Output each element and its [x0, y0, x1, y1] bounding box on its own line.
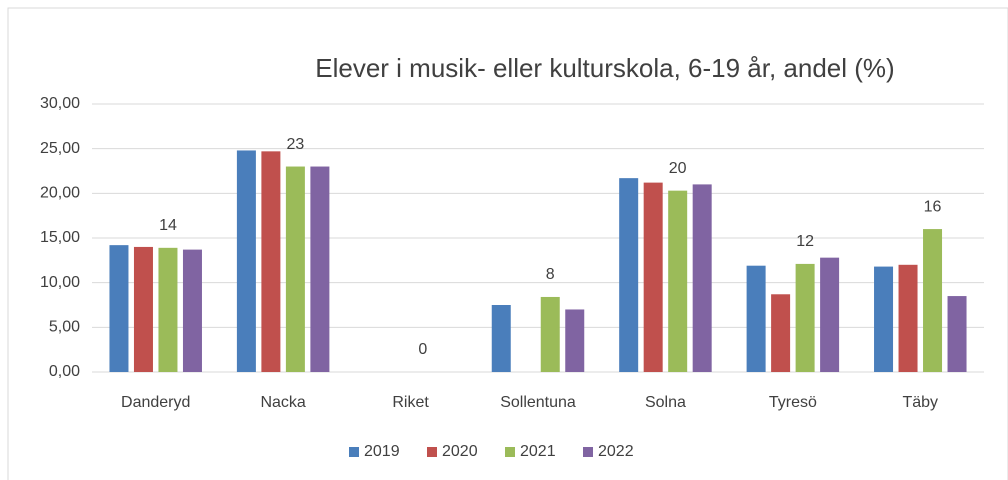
bar: [923, 229, 943, 372]
bar: [565, 309, 585, 372]
bar: [619, 178, 639, 372]
bar: [540, 296, 560, 372]
x-tick-label: Tyresö: [769, 394, 817, 411]
y-tick-label: 10,00: [40, 274, 80, 291]
x-tick-label: Täby: [902, 394, 938, 411]
bar: [285, 166, 305, 372]
x-tick-label: Riket: [392, 394, 429, 411]
y-tick-label: 20,00: [40, 185, 80, 202]
bar: [692, 184, 712, 372]
x-tick-label: Sollentuna: [500, 394, 576, 411]
chart-title: Elever i musik- eller kulturskola, 6-19 …: [315, 53, 894, 83]
bar: [820, 257, 840, 372]
bar: [795, 263, 815, 372]
bar: [668, 190, 688, 372]
bar: [874, 266, 894, 372]
legend-swatch: [583, 447, 593, 457]
legend-label: 2019: [364, 443, 400, 460]
bar: [236, 150, 256, 372]
bar: [158, 247, 178, 372]
bar: [746, 265, 766, 372]
data-label: 12: [796, 233, 814, 250]
y-tick-label: 0,00: [49, 363, 80, 380]
y-tick-label: 25,00: [40, 140, 80, 157]
data-label: 23: [286, 136, 304, 153]
bar: [310, 166, 330, 372]
legend-swatch: [349, 447, 359, 457]
chart-frame: [7, 7, 1008, 480]
x-tick-label: Nacka: [260, 394, 305, 411]
bar: [771, 294, 791, 372]
data-label: 14: [159, 217, 177, 234]
legend-label: 2022: [598, 443, 634, 460]
data-label: 0: [418, 341, 427, 358]
y-tick-label: 5,00: [49, 319, 80, 336]
bar: [109, 245, 129, 372]
legend-label: 2020: [442, 443, 478, 460]
legend-label: 2021: [520, 443, 556, 460]
bar: [643, 182, 663, 372]
bar: [491, 305, 511, 372]
legend-swatch: [427, 447, 437, 457]
bar: [182, 249, 202, 372]
data-label: 20: [669, 160, 687, 177]
x-tick-label: Danderyd: [121, 394, 190, 411]
legend-swatch: [505, 447, 515, 457]
bar: [898, 264, 918, 372]
y-tick-label: 30,00: [40, 95, 80, 112]
bar: [947, 296, 967, 372]
bar: [261, 151, 281, 372]
bar: [133, 246, 153, 372]
data-label: 16: [924, 198, 942, 215]
y-tick-label: 15,00: [40, 229, 80, 246]
x-tick-label: Solna: [645, 394, 686, 411]
data-label: 8: [546, 266, 555, 283]
